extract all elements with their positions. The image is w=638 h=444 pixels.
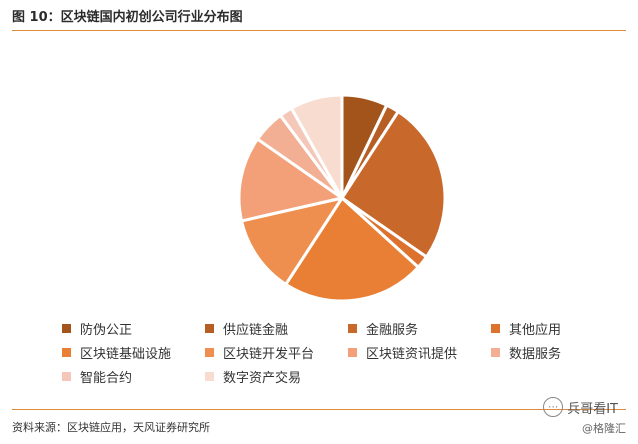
legend-swatch	[491, 323, 500, 333]
legend-label: 数字资产交易	[223, 370, 302, 386]
legend-item-8: 数据服务	[491, 342, 634, 362]
watermark-name: 兵哥看IT	[567, 401, 618, 417]
legend-item-9: 智能合约	[62, 366, 205, 386]
figure-title: 图 10：区块链国内初创公司行业分布图	[12, 10, 243, 25]
legend-item-1: 防伪公正	[62, 318, 205, 338]
legend-swatch	[205, 347, 214, 357]
pie-slice-3	[340, 110, 447, 259]
legend-label: 防伪公正	[80, 322, 133, 338]
pie-slice-10	[289, 93, 344, 200]
pie-slice-6	[240, 196, 344, 286]
legend-item-10: 数字资产交易	[205, 366, 348, 386]
source-note: 资料来源：区块链应用，天风证券研究所	[12, 421, 210, 434]
legend-swatch	[205, 323, 214, 333]
legend-label: 供应链金融	[223, 322, 289, 338]
legend-label: 其他应用	[509, 322, 562, 338]
legend-label: 金融服务	[366, 322, 419, 338]
title-divider	[12, 30, 626, 31]
legend-item-2: 供应链金融	[205, 318, 348, 338]
legend-swatch	[491, 347, 500, 357]
legend-item-7: 区块链资讯提供	[348, 342, 491, 362]
legend-swatch	[62, 323, 71, 333]
pie-slice-7	[237, 137, 344, 223]
pie-slice-5	[284, 196, 420, 303]
watermark: ⋯ 兵哥看IT	[543, 397, 618, 417]
source-divider	[12, 409, 626, 410]
legend-swatch	[62, 347, 71, 357]
legend-swatch	[348, 323, 357, 333]
legend-label: 区块链基础设施	[80, 346, 172, 362]
legend-label: 区块链开发平台	[223, 346, 315, 362]
legend-item-4: 其他应用	[491, 318, 634, 338]
legend-label: 数据服务	[509, 346, 562, 362]
legend-label: 区块链资讯提供	[366, 346, 458, 362]
legend-swatch	[62, 371, 71, 381]
watermark-sub: @格隆汇	[582, 422, 626, 435]
legend-item-5: 区块链基础设施	[62, 342, 205, 362]
legend-label: 智能合约	[80, 370, 133, 386]
legend-item-3: 金融服务	[348, 318, 491, 338]
legend-item-6: 区块链开发平台	[205, 342, 348, 362]
legend-swatch	[348, 347, 357, 357]
pie-chart	[237, 93, 447, 303]
chart-legend: 防伪公正 供应链金融 金融服务 其他应用区块链基础设施 区块链开发平台 区块链资讯提供 数据…	[62, 318, 634, 386]
chat-bubble-icon: ⋯	[543, 397, 564, 417]
legend-swatch	[205, 371, 214, 381]
